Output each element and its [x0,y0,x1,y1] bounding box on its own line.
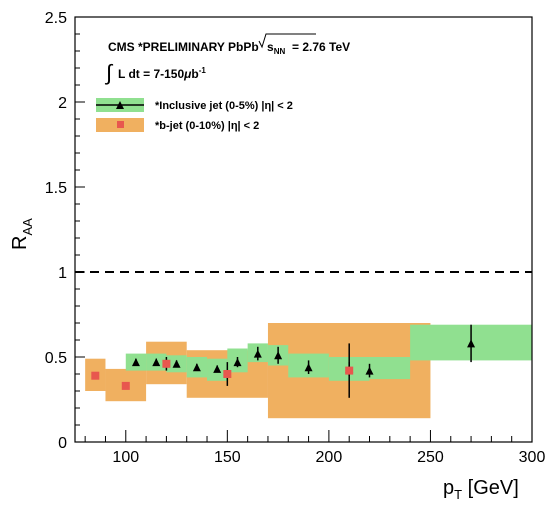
legend-triangle-marker [116,101,124,109]
point-bjet-4 [345,366,354,375]
header-annotation: CMS *PRELIMINARY PbPb sNN = 2.76 TeV ∫ L… [104,33,350,85]
point-inclusive-11 [467,339,476,348]
y-tick-label-2: 1 [58,265,67,282]
point-inclusive-8 [304,363,313,372]
header-energy: = 2.76 TeV [292,40,350,54]
point-bjet-2 [162,359,171,368]
point-inclusive-2 [172,359,181,368]
header-lumi: L dt = 7-150μb-1 [118,66,206,81]
y-tick-label-5: 2.5 [45,10,67,27]
plot-frame [74,16,533,443]
y-tick-label-4: 2 [58,95,67,112]
point-inclusive-3 [192,363,201,372]
y-tick-label-1: 0.5 [45,350,67,367]
point-inclusive-6 [253,349,262,358]
legend-label-inclusive: *Inclusive jet (0-5%) |η| < 2 [155,100,293,112]
legend: *Inclusive jet (0-5%) |η| < 2 *b-jet (0-… [96,98,293,132]
x-tick-label-2: 200 [316,449,343,466]
point-inclusive-0 [131,358,140,367]
header-sqrt-var: sNN [267,40,285,56]
plot-frame-box [74,16,533,443]
point-inclusive-7 [274,351,283,360]
x-tick-label-0: 100 [112,449,139,466]
point-inclusive-10 [365,366,374,375]
legend-label-bjet: *b-jet (0-10%) |η| < 2 [155,120,259,132]
y-axis-title: RAA [9,218,35,250]
legend-square-marker [117,121,124,128]
x-tick-label-3: 250 [417,449,444,466]
point-bjet-0 [91,371,100,380]
data-points [91,324,476,398]
axis-ticks: 0 0.5 1 1.5 2 2.5 100 150 200 250 300 [45,10,546,466]
x-axis-title: pT [GeV] [443,477,519,502]
point-bjet-3 [223,370,232,378]
x-tick-label-4: 300 [519,449,546,466]
integral-symbol: ∫ [104,60,114,85]
point-inclusive-1 [152,358,161,367]
y-tick-label-0: 0 [58,435,67,452]
point-inclusive-5 [233,358,242,367]
x-tick-label-1: 150 [214,449,241,466]
point-bjet-1 [121,381,130,390]
sqrt-symbol [258,33,316,49]
point-inclusive-4 [213,364,222,373]
header-line1: CMS *PRELIMINARY PbPb [108,40,259,54]
band-inclusive-10 [369,357,411,380]
y-tick-label-3: 1.5 [45,180,67,197]
